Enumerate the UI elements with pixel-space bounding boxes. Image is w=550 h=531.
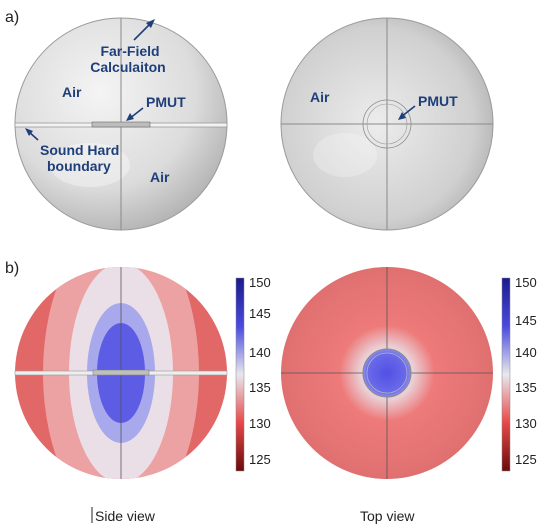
side-field-pmut xyxy=(92,369,150,376)
farfield-label-2: Calculaiton xyxy=(90,59,165,75)
boundary-arrowhead xyxy=(25,128,33,136)
side-sphere-highlight xyxy=(50,143,130,187)
pmut-arrowhead xyxy=(126,113,134,121)
side-colorbar-ramp xyxy=(235,277,245,472)
panel-b-label: b) xyxy=(5,260,19,277)
top-sphere-highlight xyxy=(313,133,377,177)
boundary-label-2: boundary xyxy=(47,158,111,174)
panel-a-label: a) xyxy=(5,9,19,26)
side-tick-130: 130 xyxy=(249,416,271,431)
side-colorbar: 150 145 140 135 130 125 xyxy=(235,275,271,472)
top-field-pmut-ring xyxy=(366,352,408,394)
top-view-caption: Top view xyxy=(360,508,415,524)
top-annotations: Air PMUT xyxy=(310,89,458,120)
top-tick-135: 135 xyxy=(515,380,537,395)
top-tick-130: 130 xyxy=(515,416,537,431)
side-tick-150: 150 xyxy=(249,275,271,290)
side-view-field xyxy=(14,267,228,479)
pmut-outline-outer xyxy=(362,99,412,149)
farfield-label-1: Far-Field xyxy=(100,43,159,59)
side-view-geometry xyxy=(14,17,228,231)
side-tick-135: 135 xyxy=(249,380,271,395)
top-tick-140: 140 xyxy=(515,345,537,360)
top-field-pmut-core xyxy=(362,348,412,398)
side-tick-145: 145 xyxy=(249,306,271,321)
top-tick-150: 150 xyxy=(515,275,537,290)
top-tick-145: 145 xyxy=(515,313,537,328)
pmut-label-topview: PMUT xyxy=(418,93,458,109)
air-label-bottom: Air xyxy=(150,169,170,185)
top-tick-125: 125 xyxy=(515,452,537,467)
boundary-label-1: Sound Hard xyxy=(40,142,119,158)
air-label-topview: Air xyxy=(310,89,330,105)
top-view-geometry xyxy=(280,17,494,231)
top-colorbar-ramp xyxy=(501,277,511,472)
top-colorbar: 150 145 140 135 130 125 xyxy=(501,275,537,472)
side-annotations: Far-Field Calculaiton Air PMUT Sound Har… xyxy=(25,19,186,185)
side-view-caption: Side view xyxy=(95,508,156,524)
side-tick-125: 125 xyxy=(249,452,271,467)
pmut-outline-inner xyxy=(366,103,408,145)
top-view-field xyxy=(281,267,493,479)
pmut-element xyxy=(91,121,151,128)
pmut-arrowhead-topview xyxy=(398,112,406,120)
air-label-top: Air xyxy=(62,84,82,100)
side-tick-140: 140 xyxy=(249,345,271,360)
pmut-label-side: PMUT xyxy=(146,94,186,110)
farfield-arrowhead xyxy=(146,19,155,28)
